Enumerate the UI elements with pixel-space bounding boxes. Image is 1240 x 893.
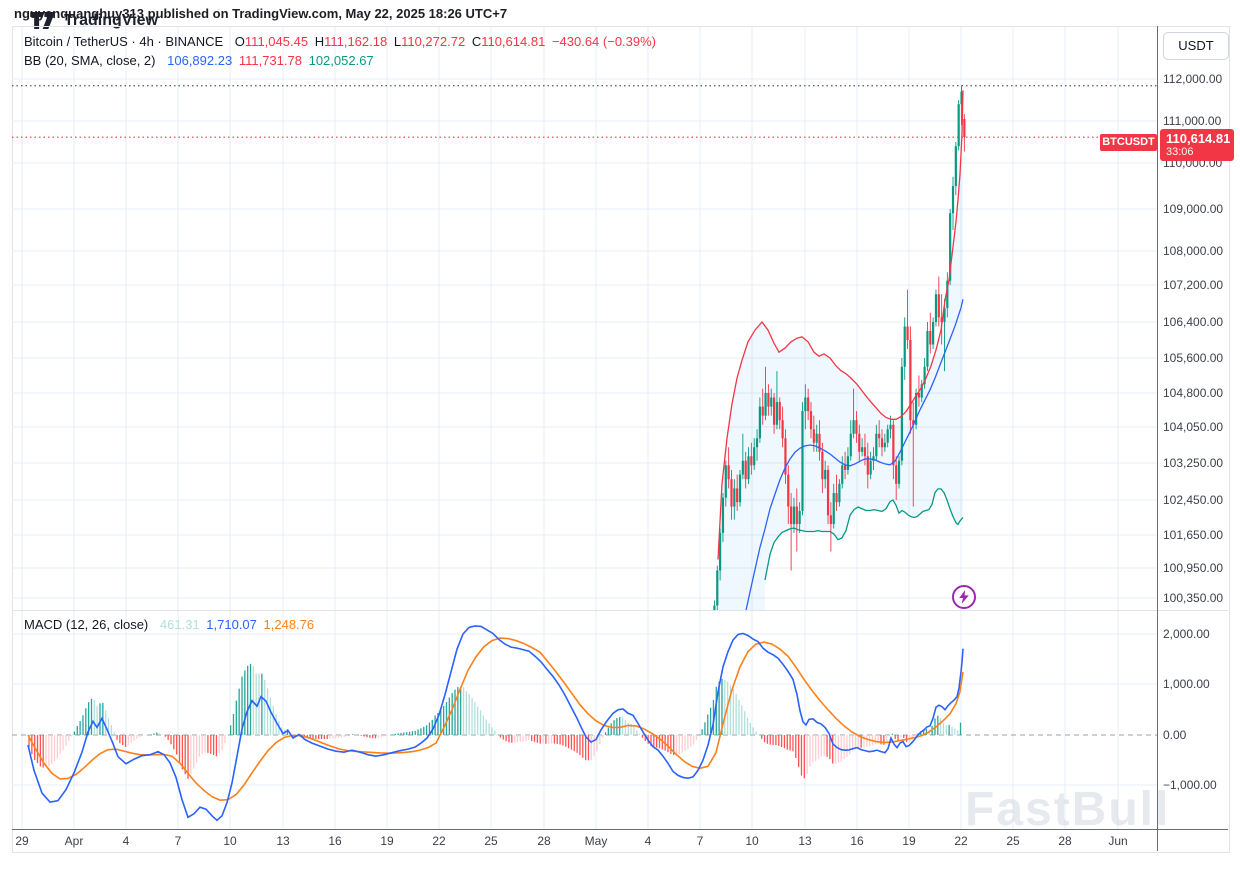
price-tick-label: 107,200.00	[1163, 278, 1224, 292]
price-tick-label: 100,350.00	[1163, 591, 1224, 605]
ohlc-close-value: 110,614.81	[481, 34, 546, 49]
symbol-price-label-badge: BTCUSDT	[1100, 134, 1157, 151]
ohlc-open-value: 111,045.45	[244, 34, 309, 49]
price-tick-label: 105,600.00	[1163, 351, 1224, 365]
ohlc-low-label: L	[393, 34, 402, 49]
bb-legend[interactable]: BB (20, SMA, close, 2) 106,892.23 111,73…	[24, 53, 377, 68]
price-tick-label: 106,400.00	[1163, 315, 1224, 329]
time-tick-label: 10	[745, 834, 759, 848]
ohlc-low-value: 110,272.72	[401, 34, 466, 49]
time-tick-label: Apr	[64, 834, 84, 848]
price-axis-divider	[1157, 26, 1158, 851]
price-tick-label: 104,050.00	[1163, 420, 1224, 434]
time-tick-label: 10	[223, 834, 237, 848]
ohlc-high-value: 111,162.18	[324, 34, 388, 49]
ohlc-open-label: O	[234, 34, 245, 49]
time-tick-label: May	[584, 834, 608, 848]
time-tick-label: 19	[380, 834, 394, 848]
bb-basis-value: 106,892.23	[167, 53, 233, 68]
price-tick-label: 102,450.00	[1163, 493, 1224, 507]
macd-legend[interactable]: MACD (12, 26, close) 461.31 1,710.07 1,2…	[24, 617, 317, 632]
time-tick-label: 28	[537, 834, 551, 848]
tradingview-logo-icon[interactable]	[30, 12, 56, 29]
lightning-icon[interactable]	[952, 585, 976, 609]
time-tick-label: 25	[1006, 834, 1020, 848]
price-tick-label: 101,650.00	[1163, 528, 1224, 542]
attribution-bar: TradingView	[0, 0, 1240, 41]
macd-legend-title: MACD (12, 26, close)	[24, 617, 149, 632]
bb-legend-title: BB (20, SMA, close, 2)	[24, 53, 156, 68]
macd-hist-value: 461.31	[159, 617, 200, 632]
macd-tick-label: 2,000.00	[1163, 627, 1210, 641]
tradingview-wordmark[interactable]: TradingView	[64, 11, 158, 29]
time-tick-label: 28	[1058, 834, 1072, 848]
time-tick-label: 29	[15, 834, 29, 848]
macd-tick-label: 1,000.00	[1163, 677, 1210, 691]
price-tick-label: 111,000.00	[1163, 114, 1222, 128]
last-price-value: 110,614.81	[1166, 131, 1231, 146]
ohlc-close-label: C	[471, 34, 482, 49]
time-tick-label: 16	[850, 834, 864, 848]
bb-upper-value: 111,731.78	[238, 53, 302, 68]
price-tick-label: 104,800.00	[1163, 386, 1224, 400]
time-axis-divider	[12, 829, 1228, 830]
symbol-legend-title: Bitcoin / TetherUS · 4h · BINANCE	[24, 34, 224, 49]
macd-tick-label: 0.00	[1163, 728, 1187, 742]
chart-canvas[interactable]	[0, 0, 1240, 860]
macd-signal-value: 1,248.76	[263, 617, 315, 632]
time-tick-label: 13	[276, 834, 290, 848]
time-tick-label: 19	[902, 834, 916, 848]
time-tick-label: Jun	[1108, 834, 1128, 848]
macd-tick-label: −1,000.00	[1163, 778, 1217, 792]
macd-line-value: 1,710.07	[206, 617, 257, 632]
last-price-badge: 110,614.81 33:06	[1160, 129, 1234, 161]
chart-frame	[12, 26, 1230, 853]
price-tick-label: 112,000.00	[1163, 72, 1223, 86]
time-tick-label: 7	[696, 834, 704, 848]
time-tick-label: 4	[644, 834, 652, 848]
lightning-bolt-glyph	[959, 590, 969, 604]
symbol-legend[interactable]: Bitcoin / TetherUS · 4h · BINANCE O111,0…	[24, 34, 659, 49]
time-tick-label: 22	[432, 834, 446, 848]
bb-lower-value: 102,052.67	[308, 53, 374, 68]
change-value: −430.64 (−0.39%)	[551, 34, 657, 49]
currency-button[interactable]: USDT	[1163, 32, 1229, 60]
publication-header: nguyenquanghuy313 published on TradingVi…	[14, 6, 508, 21]
price-tick-label: 103,250.00	[1163, 456, 1224, 470]
price-tick-label: 108,000.00	[1163, 244, 1224, 258]
time-tick-label: 16	[328, 834, 342, 848]
price-tick-label: 109,000.00	[1163, 202, 1224, 216]
ohlc-high-label: H	[314, 34, 325, 49]
time-tick-label: 7	[174, 834, 182, 848]
price-tick-label: 100,950.00	[1163, 561, 1224, 575]
time-tick-label: 13	[798, 834, 812, 848]
bar-countdown: 33:06	[1166, 146, 1194, 158]
time-tick-label: 22	[954, 834, 968, 848]
time-tick-label: 4	[122, 834, 130, 848]
time-tick-label: 25	[484, 834, 498, 848]
